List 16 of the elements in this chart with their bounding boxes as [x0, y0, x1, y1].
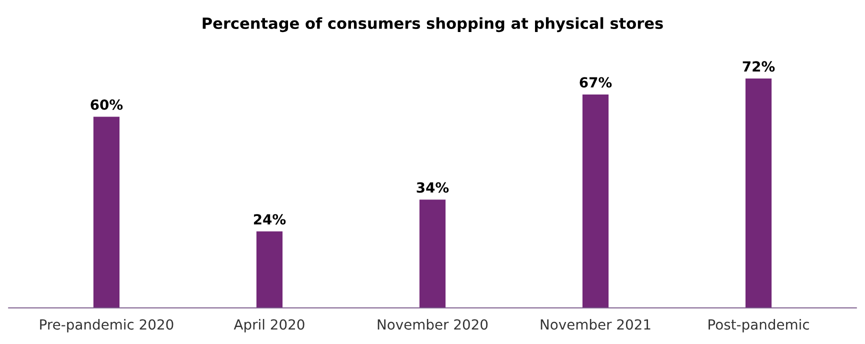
- data-label: 60%: [90, 99, 123, 110]
- bar: [745, 78, 772, 308]
- x-tick-label: November 2020: [378, 318, 488, 330]
- bar: [256, 231, 283, 308]
- data-label: 72%: [742, 61, 775, 72]
- bar: [582, 94, 609, 308]
- x-tick-label: Post-pandemic: [708, 318, 809, 332]
- x-tick-label: April 2020: [234, 318, 304, 332]
- data-label: 34%: [416, 182, 449, 193]
- bar: [93, 116, 120, 308]
- bar: [419, 200, 446, 308]
- x-tick-label: Pre-pandemic 2020: [40, 318, 174, 332]
- data-label: 24%: [254, 214, 286, 225]
- x-tick-label: November 2021: [540, 318, 650, 330]
- chart-title: Percentage of consumers shopping at physical stores: [202, 17, 663, 32]
- data-label: 67%: [580, 77, 612, 88]
